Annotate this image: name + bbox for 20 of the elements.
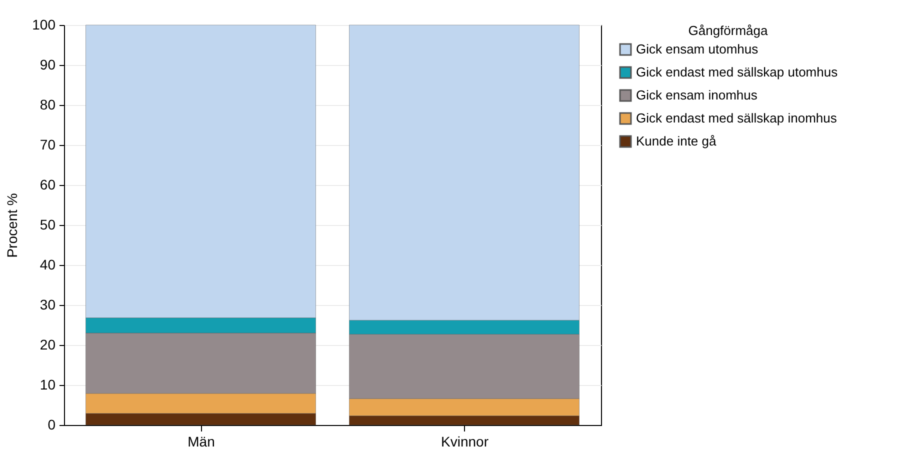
y-tick-label: 30 bbox=[40, 296, 56, 312]
legend-label: Gick endast med sällskap inomhus bbox=[636, 110, 838, 126]
x-tick-label: Kvinnor bbox=[441, 434, 489, 450]
y-tick-label: 40 bbox=[40, 256, 56, 272]
y-tick-label: 0 bbox=[48, 416, 56, 432]
legend-label: Gick ensam inomhus bbox=[636, 88, 758, 102]
y-tick-label: 50 bbox=[40, 216, 56, 232]
legend-title: Gångförmåga bbox=[688, 23, 769, 38]
y-tick-label: 70 bbox=[40, 136, 56, 152]
legend-label: Kunde inte gå bbox=[636, 134, 718, 148]
y-tick-label: 90 bbox=[40, 56, 56, 72]
legend-label: Gick ensam utomhus bbox=[636, 42, 759, 56]
legend-label: Gick endast med sällskap utomhus bbox=[636, 64, 838, 80]
y-axis-title: Procent % bbox=[4, 193, 20, 258]
x-tick-label: Män bbox=[188, 434, 215, 450]
y-tick-label: 20 bbox=[40, 336, 56, 352]
y-tick-label: 60 bbox=[40, 176, 56, 192]
y-tick-label: 10 bbox=[40, 376, 56, 392]
y-tick-label: 100 bbox=[32, 16, 56, 32]
y-tick-label: 80 bbox=[40, 96, 56, 112]
